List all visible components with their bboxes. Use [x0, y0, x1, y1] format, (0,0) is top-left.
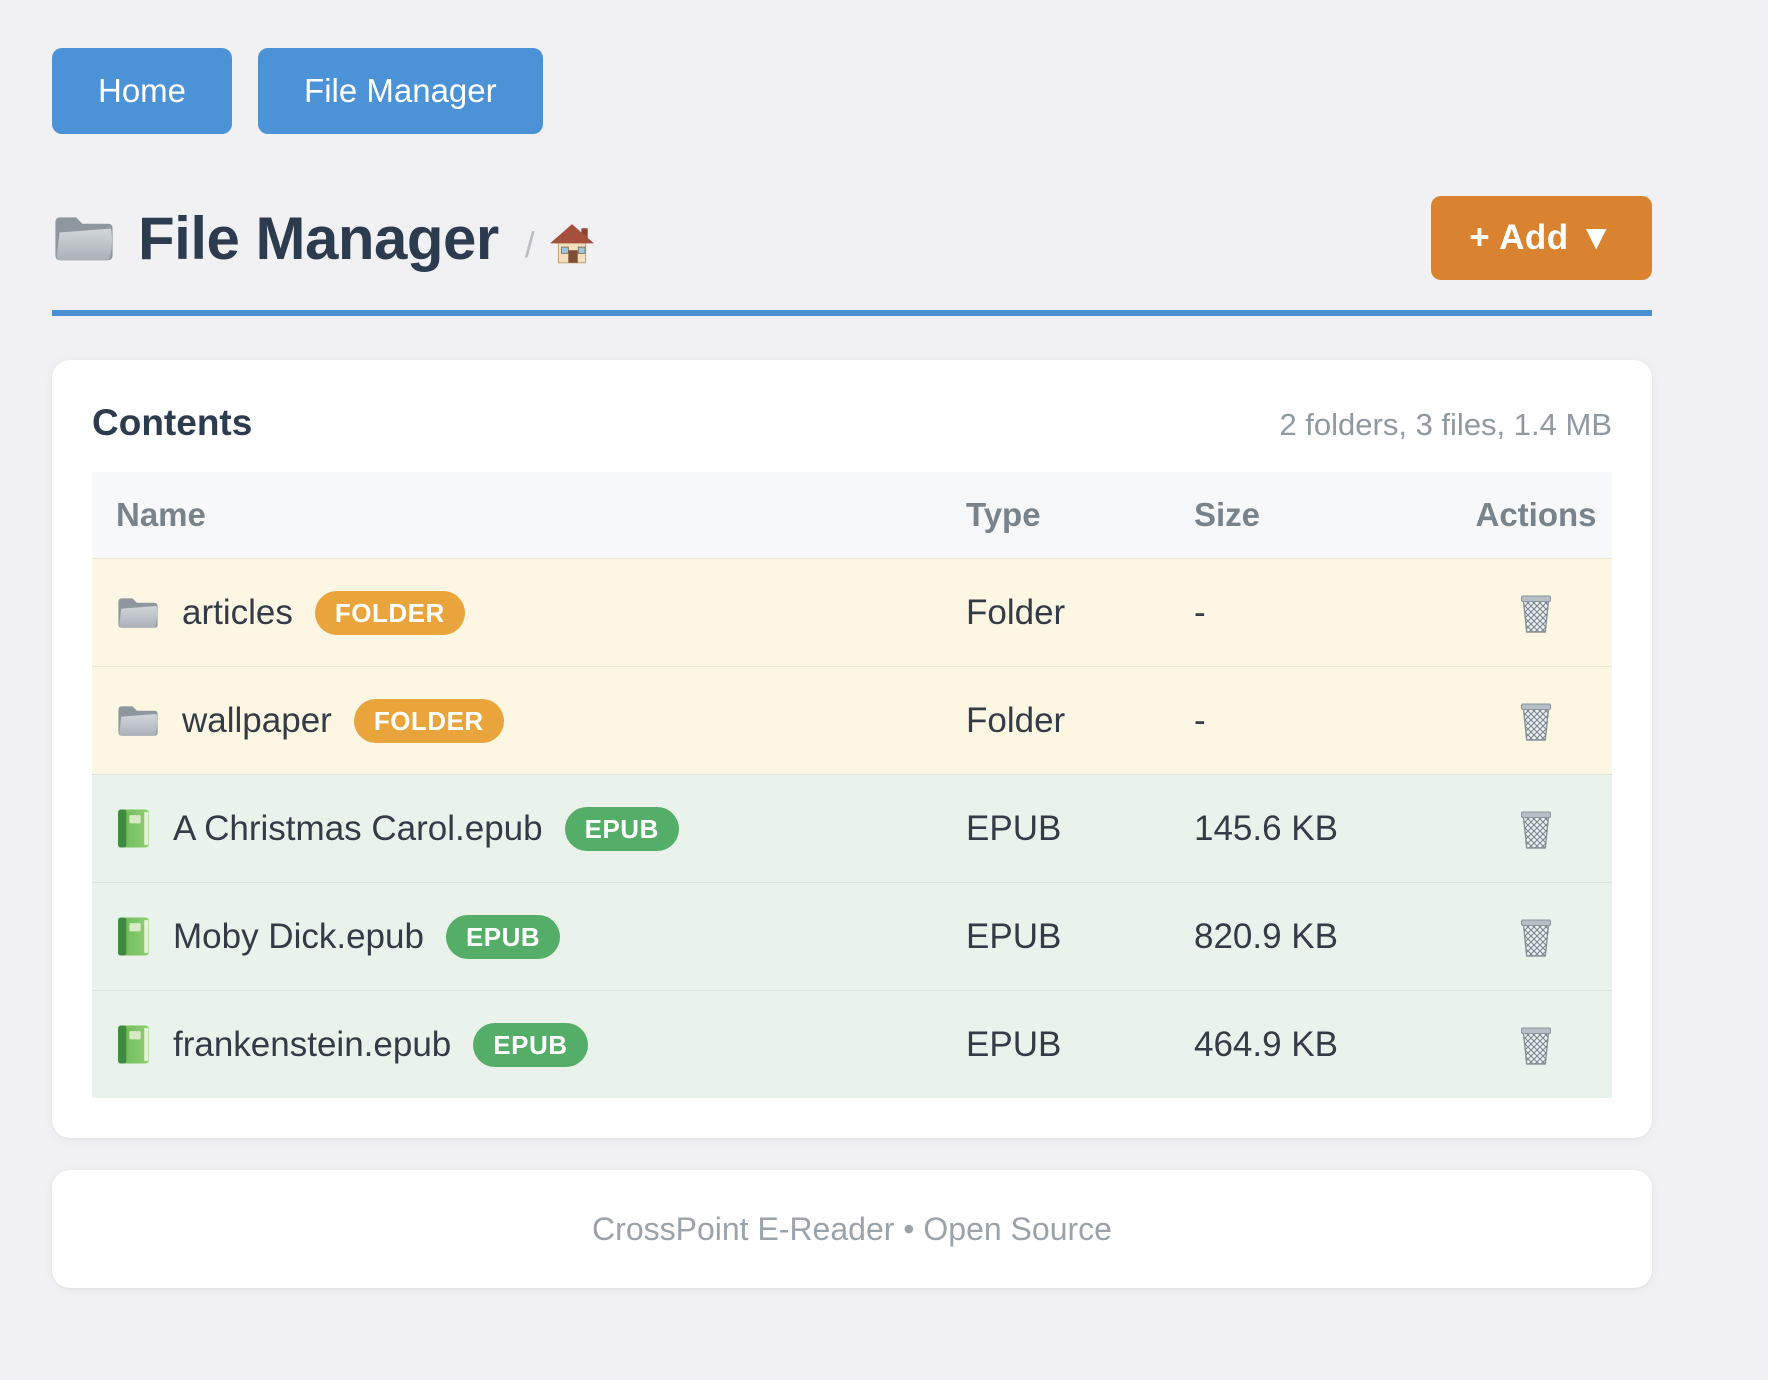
file-size: 145.6 KB	[1194, 808, 1338, 848]
file-size: -	[1194, 592, 1206, 632]
footer-text: CrossPoint E-Reader • Open Source	[592, 1210, 1112, 1247]
book-icon	[116, 916, 151, 957]
table-row-moby-dick[interactable]: Moby Dick.epub EPUB EPUB 820.9 KB	[92, 882, 1612, 990]
delete-button[interactable]	[1512, 911, 1560, 963]
book-icon	[116, 808, 151, 849]
title-divider	[52, 310, 1652, 316]
page-header: File Manager / + Add ▼	[52, 196, 1652, 280]
trash-icon	[1516, 807, 1556, 851]
title-group: File Manager /	[52, 204, 595, 273]
file-manager-button[interactable]: File Manager	[258, 48, 543, 134]
trash-icon	[1516, 699, 1556, 743]
folder-badge: FOLDER	[353, 698, 504, 743]
contents-card: Contents 2 folders, 3 files, 1.4 MB Name…	[52, 360, 1652, 1138]
file-size: 464.9 KB	[1194, 1024, 1338, 1064]
file-type: Folder	[966, 592, 1066, 632]
column-header-type: Type	[966, 496, 1041, 533]
file-type: EPUB	[966, 808, 1062, 848]
table-row-articles[interactable]: articles FOLDER Folder -	[92, 558, 1612, 666]
epub-badge: EPUB	[473, 1022, 588, 1067]
file-table: Name Type Size Actions articles FOLDER F…	[92, 472, 1612, 1098]
file-name: wallpaper	[182, 700, 332, 740]
file-type: EPUB	[966, 1024, 1062, 1064]
file-name: Moby Dick.epub	[173, 916, 424, 956]
column-header-size: Size	[1194, 496, 1261, 533]
column-header-name: Name	[116, 496, 206, 533]
breadcrumb-home-link[interactable]	[549, 223, 595, 267]
breadcrumb: /	[525, 223, 595, 267]
epub-badge: EPUB	[564, 806, 679, 851]
book-icon	[116, 1024, 151, 1065]
top-nav: Home File Manager	[52, 48, 1652, 134]
file-name: articles	[182, 592, 293, 632]
contents-summary: 2 folders, 3 files, 1.4 MB	[1279, 407, 1612, 442]
folder-icon	[116, 702, 160, 739]
file-type: EPUB	[966, 916, 1062, 956]
delete-button[interactable]	[1512, 587, 1560, 639]
file-name: frankenstein.epub	[173, 1024, 452, 1064]
table-row-wallpaper[interactable]: wallpaper FOLDER Folder -	[92, 666, 1612, 774]
house-icon	[549, 223, 595, 267]
delete-button[interactable]	[1512, 803, 1560, 855]
folder-badge: FOLDER	[314, 590, 465, 635]
file-size: -	[1194, 700, 1206, 740]
column-header-actions: Actions	[1475, 496, 1597, 533]
contents-title: Contents	[92, 402, 253, 443]
folder-icon	[116, 594, 160, 631]
home-button[interactable]: Home	[52, 48, 233, 134]
breadcrumb-separator: /	[524, 224, 535, 265]
trash-icon	[1516, 591, 1556, 635]
file-size: 820.9 KB	[1194, 916, 1338, 956]
add-button[interactable]: + Add ▼	[1431, 196, 1652, 280]
table-header-row: Name Type Size Actions	[92, 472, 1612, 558]
trash-icon	[1516, 1023, 1556, 1067]
table-row-frankenstein[interactable]: frankenstein.epub EPUB EPUB 464.9 KB	[92, 990, 1612, 1098]
epub-badge: EPUB	[445, 914, 561, 959]
folder-icon	[52, 211, 116, 265]
page-title: File Manager	[138, 204, 499, 272]
delete-button[interactable]	[1512, 1019, 1560, 1071]
file-name: A Christmas Carol.epub	[173, 808, 543, 848]
file-type: Folder	[966, 700, 1066, 740]
table-row-christmas-carol[interactable]: A Christmas Carol.epub EPUB EPUB 145.6 K…	[92, 774, 1612, 882]
contents-header: Contents 2 folders, 3 files, 1.4 MB	[92, 402, 1612, 444]
footer-card: CrossPoint E-Reader • Open Source	[52, 1170, 1652, 1288]
trash-icon	[1516, 915, 1556, 959]
delete-button[interactable]	[1512, 695, 1560, 747]
